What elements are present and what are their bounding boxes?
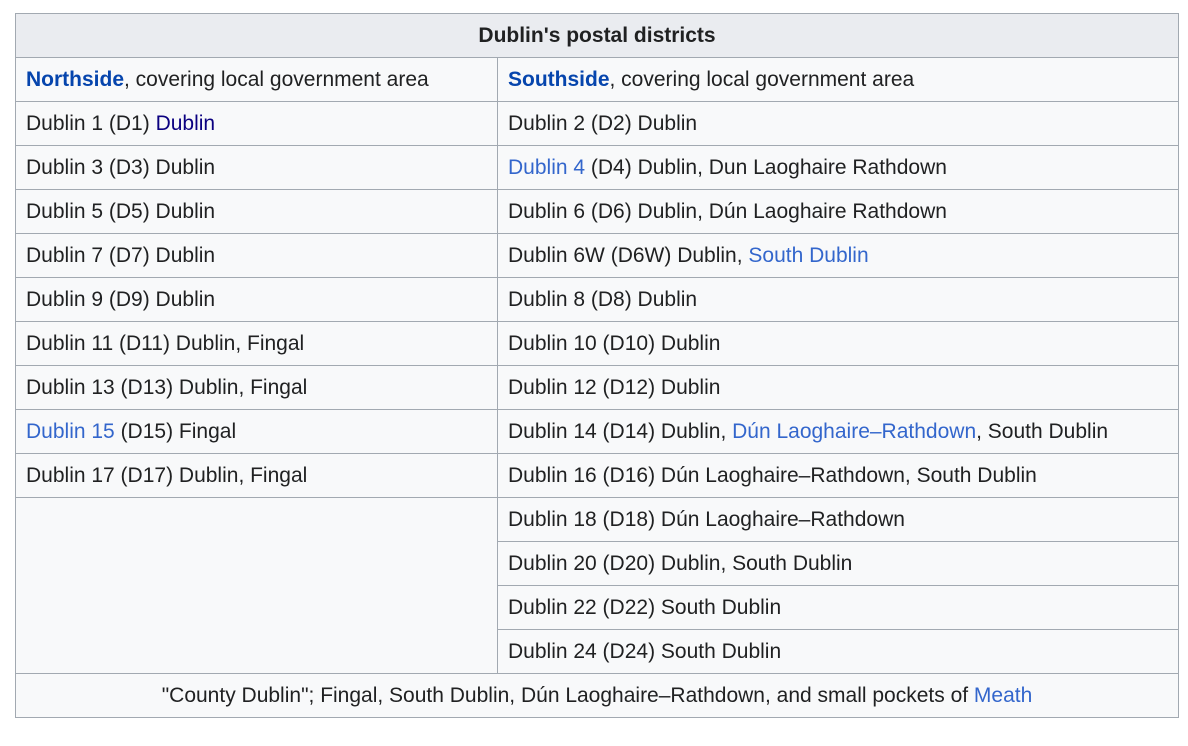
northside-link[interactable]: Northside [26,67,125,91]
table-row: Dublin 15 (D15) Fingal Dublin 14 (D14) Du… [15,409,1180,454]
district-text: Dublin 3 (D3) Dublin [26,155,216,179]
table-row: Dublin 20 (D20) Dublin, South Dublin [16,541,1180,586]
table-title: Dublin's postal districts [14,13,1180,58]
postal-districts-table: Dublin's postal districts Northside, cov… [14,13,1180,718]
district-text: Dublin 6 (D6) Dublin, Dún Laoghaire Rath… [508,199,947,223]
district-text: Dublin 22 (D22) South Dublin [508,595,782,619]
district-text: , South Dublin [976,419,1109,443]
district-text: Dublin 8 (D8) Dublin [508,287,698,311]
district-text: Dublin 10 (D10) Dublin [508,331,721,355]
southside-cell: Dublin 20 (D20) Dublin, South Dublin [496,541,1180,586]
district-text: Dublin 6W (D6W) Dublin, [508,243,749,267]
footer-cell: "County Dublin"; Fingal, South Dublin, D… [14,673,1180,718]
district-link[interactable]: Dublin 4 [508,155,586,179]
southside-cell: Dublin 24 (D24) South Dublin [496,629,1180,674]
southside-cell: Dublin 18 (D18) Dún Laoghaire–Rathdown [496,497,1180,542]
table-row: Dublin 3 (D3) Dublin Dublin 4 (D4) Dublin… [15,145,1180,190]
area-link[interactable]: Dún Laoghaire–Rathdown [732,419,977,443]
northside-cell: Dublin 7 (D7) Dublin [15,233,498,278]
district-text: Dublin 18 (D18) Dún Laoghaire–Rathdown [508,507,905,531]
district-text: Dublin 7 (D7) Dublin [26,243,216,267]
district-text: Dublin 11 (D11) Dublin, Fingal [26,331,305,355]
table-row: Dublin 11 (D11) Dublin, Fingal Dublin 10 … [15,321,1180,366]
table-row: Dublin 1 (D1) Dublin Dublin 2 (D2) Dublin [15,101,1180,146]
table-header-row: Northside, covering local government are… [15,57,1180,102]
table-footer-row: "County Dublin"; Fingal, South Dublin, D… [14,673,1180,718]
district-text: Dublin 20 (D20) Dublin, South Dublin [508,551,853,575]
northside-cell: Dublin 5 (D5) Dublin [15,189,498,234]
area-link[interactable]: South Dublin [748,243,869,267]
southside-cell: Dublin 16 (D16) Dún Laoghaire–Rathdown, … [496,453,1180,498]
table-row: Dublin 7 (D7) Dublin Dublin 6W (D6W) Dubl… [15,233,1180,278]
district-text: Dublin 24 (D24) South Dublin [508,639,782,663]
header-northside: Northside, covering local government are… [15,57,498,102]
header-southside-text: , covering local government area [609,67,915,91]
southside-cell: Dublin 8 (D8) Dublin [496,277,1180,322]
southside-cell: Dublin 14 (D14) Dublin, Dún Laoghaire–Ra… [496,409,1180,454]
header-northside-text: , covering local government area [124,67,429,91]
district-text: Dublin 5 (D5) Dublin [26,199,216,223]
meath-link[interactable]: Meath [973,683,1033,707]
northside-cell: Dublin 17 (D17) Dublin, Fingal [15,453,498,498]
northside-cell: Dublin 3 (D3) Dublin [15,145,498,190]
district-text: (D15) Fingal [114,419,237,443]
northside-cell: Dublin 1 (D1) Dublin [15,101,498,146]
southside-cell: Dublin 4 (D4) Dublin, Dun Laoghaire Rath… [496,145,1180,190]
southside-link[interactable]: Southside [508,67,610,91]
district-text: Dublin 1 (D1) [26,111,156,135]
district-text: (D4) Dublin, Dun Laoghaire Rathdown [585,155,947,179]
southside-cell: Dublin 2 (D2) Dublin [496,101,1180,146]
southside-cell: Dublin 12 (D12) Dublin [496,365,1180,410]
table-row: Dublin 22 (D22) South Dublin [16,585,1180,630]
southside-cell: Dublin 22 (D22) South Dublin [496,585,1180,630]
district-text: Dublin 12 (D12) Dublin [508,375,721,399]
district-text: Dublin 14 (D14) Dublin, [508,419,733,443]
district-text: Dublin 17 (D17) Dublin, Fingal [26,463,308,487]
southside-cell: Dublin 10 (D10) Dublin [496,321,1180,366]
empty-northside-cell [15,497,498,674]
northside-cell: Dublin 9 (D9) Dublin [15,277,498,322]
district-text: Dublin 13 (D13) Dublin, Fingal [26,375,308,399]
northside-cell: Dublin 13 (D13) Dublin, Fingal [15,365,498,410]
table-row: Dublin 5 (D5) Dublin Dublin 6 (D6) Dublin… [15,189,1180,234]
district-link[interactable]: Dublin 15 [26,419,115,443]
table-row: Dublin 17 (D17) Dublin, Fingal Dublin 16 … [15,453,1180,498]
northside-cell: Dublin 15 (D15) Fingal [15,409,498,454]
southside-cell: Dublin 6 (D6) Dublin, Dún Laoghaire Rath… [496,189,1180,234]
district-text: Dublin 2 (D2) Dublin [508,111,698,135]
table-title-row: Dublin's postal districts [14,13,1180,58]
header-southside: Southside, covering local government are… [496,57,1180,102]
footer-text: "County Dublin"; Fingal, South Dublin, D… [161,683,974,707]
southside-cell: Dublin 6W (D6W) Dublin, South Dublin [496,233,1180,278]
table-row: Dublin 13 (D13) Dublin, Fingal Dublin 12 … [15,365,1180,410]
table-row: Dublin 18 (D18) Dún Laoghaire–Rathdown [15,497,1180,674]
district-text: Dublin 9 (D9) Dublin [26,287,216,311]
district-text: Dublin 16 (D16) Dún Laoghaire–Rathdown, … [508,463,1037,487]
district-link[interactable]: Dublin [155,111,216,135]
northside-cell: Dublin 11 (D11) Dublin, Fingal [15,321,498,366]
table-row: Dublin 9 (D9) Dublin Dublin 8 (D8) Dublin [15,277,1180,322]
